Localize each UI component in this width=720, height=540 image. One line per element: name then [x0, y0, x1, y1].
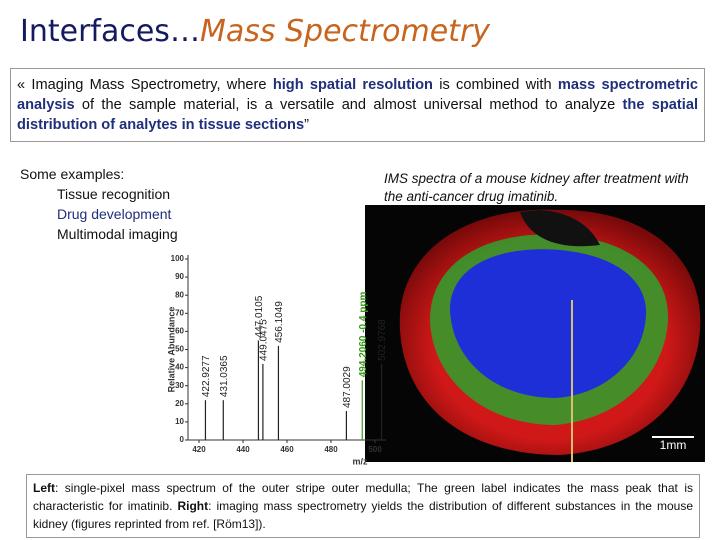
text-segment: is combined with — [432, 77, 558, 93]
text-segment: high spatial resolution — [272, 77, 433, 93]
image-caption: IMS spectra of a mouse kidney after trea… — [384, 171, 689, 204]
peak-label: 422.9277 — [201, 355, 212, 397]
text-segment: the spatial distribution of analytes in … — [17, 97, 698, 133]
scale-bar-label: 1mm — [660, 438, 687, 452]
quote: « Imaging Mass Spectrometry, where high … — [10, 68, 705, 142]
kidney-image: 1mm — [365, 205, 705, 462]
hilum — [520, 210, 600, 247]
text-segment: Right — [177, 499, 209, 513]
y-tick-label: 20 — [175, 399, 184, 408]
text-segment: mass spectrometric analysis — [17, 77, 698, 113]
caption: Left: single-pixel mass spectrum of the … — [26, 474, 700, 538]
text-segment: : single-pixel mass spectrum of the oute… — [33, 481, 693, 513]
text-segment: Left — [33, 481, 55, 495]
example-item: Drug development — [57, 206, 172, 222]
spectrum: 0 10 20 30 40 50 60 70 80 90 100 420 440 460 480 500m/z… — [166, 254, 388, 466]
x-tick-label: 420 — [192, 445, 206, 454]
text-segment: : imaging mass spectrometry yields the d… — [33, 499, 693, 531]
peak-label: 456.1049 — [274, 301, 285, 343]
peak-label: 447.0105 — [254, 295, 265, 337]
x-tick-label: 500 — [368, 445, 382, 454]
example-item: Multimodal imaging — [57, 226, 178, 242]
text-segment: « Imaging Mass Spectrometry, where — [17, 77, 273, 93]
y-tick-label: 80 — [175, 290, 184, 299]
y-tick-label: 70 — [175, 308, 184, 317]
text-segment: ” — [304, 117, 309, 133]
y-tick-label: 50 — [175, 345, 184, 354]
x-axis-label: m/z — [352, 456, 368, 466]
y-tick-label: 90 — [175, 272, 184, 281]
examples: Some examples: Tissue recognition Drug dev… — [20, 164, 178, 244]
examples-heading: Some examples: — [20, 166, 125, 182]
x-tick-label: 480 — [324, 445, 338, 454]
y-tick-label: 60 — [175, 327, 184, 336]
text-segment: of the sample material, is a versatile a… — [74, 97, 623, 113]
title-part: Interfaces… — [20, 14, 200, 49]
title-part: Mass Spectrometry — [199, 14, 491, 49]
peak-label: 487.0029 — [342, 366, 353, 408]
title: Interfaces…Mass Spectrometry — [20, 14, 490, 49]
y-tick-label: 0 — [180, 435, 185, 444]
x-tick-label: 460 — [280, 445, 294, 454]
y-tick-label: 10 — [175, 417, 184, 426]
y-tick-label: 40 — [175, 363, 184, 372]
peak-label: 494.2060 -0.4 ppm — [358, 292, 369, 378]
y-axis-label: Relative Abundance — [166, 307, 176, 393]
x-tick-label: 440 — [236, 445, 250, 454]
peak-label: 431.0365 — [219, 355, 230, 397]
y-tick-label: 100 — [171, 254, 185, 263]
peak-label: 449.0475 — [259, 319, 270, 361]
inner-medulla — [450, 249, 647, 398]
y-tick-label: 30 — [175, 381, 184, 390]
peak-label: 502.9768 — [377, 319, 388, 361]
example-item: Tissue recognition — [57, 186, 171, 202]
